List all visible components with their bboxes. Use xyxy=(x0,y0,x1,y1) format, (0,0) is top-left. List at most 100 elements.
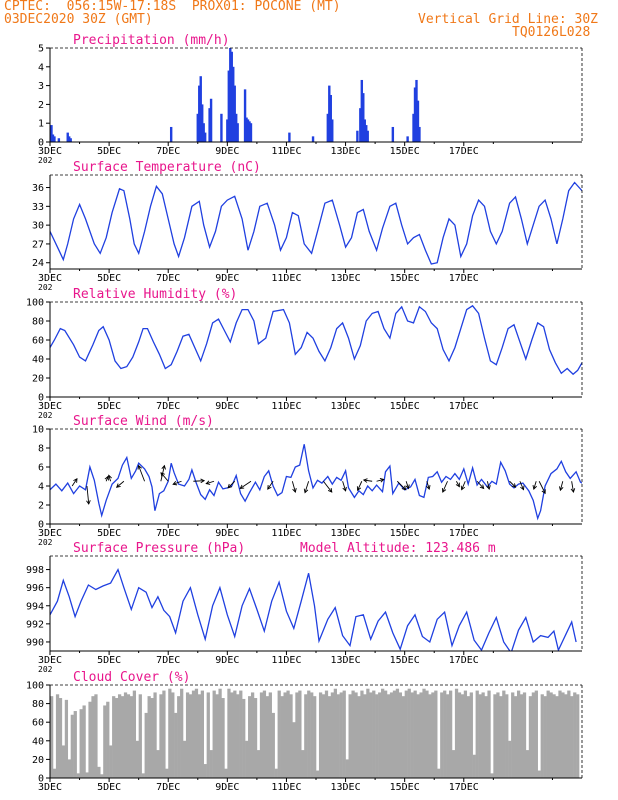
cloud-bar xyxy=(67,759,71,778)
y-tick-label: 24 xyxy=(32,258,44,269)
cloud-bar xyxy=(522,692,527,778)
y-tick-label: 100 xyxy=(26,298,44,309)
wind-arrowhead xyxy=(520,485,525,491)
y-tick-label: 990 xyxy=(26,637,44,648)
cloud-bar xyxy=(466,696,470,778)
y-tick-label: 994 xyxy=(26,601,44,612)
wind-arrowhead xyxy=(267,485,272,490)
wind-arrowhead xyxy=(362,478,368,483)
cloud-bar xyxy=(307,690,311,778)
wind-vector xyxy=(405,481,409,489)
cloud-bar xyxy=(177,696,181,778)
wind-arrowhead xyxy=(541,489,546,495)
y-tick-label: 30 xyxy=(32,221,44,232)
wind-vector xyxy=(193,480,205,482)
precip-bar xyxy=(365,125,368,142)
cloud-bar xyxy=(76,773,80,778)
x-tick-label: 5DEC xyxy=(97,782,121,793)
x-tick-label: 11DEC xyxy=(271,401,301,412)
cloud-bar xyxy=(386,694,391,778)
cloud-bar xyxy=(451,750,456,778)
y-tick-label: 33 xyxy=(32,202,44,213)
wind-vector xyxy=(455,481,460,487)
cloud-bar xyxy=(147,696,151,778)
cloud-bar xyxy=(528,696,533,778)
x-tick-label: 5DEC xyxy=(97,528,121,539)
x-tick-label: 7DEC xyxy=(156,528,180,539)
cloud-bar xyxy=(558,690,562,778)
cloud-bar xyxy=(434,690,438,778)
cloud-bar xyxy=(502,690,506,778)
cloud-bar xyxy=(85,772,89,778)
panel-precip: Precipitation (mm/h) 0 1 2 3 4 5 3DEC 5DEC 7DEC 9D… xyxy=(38,33,583,165)
precip-bar xyxy=(412,113,415,142)
panel-title: Surface Temperature (nC) xyxy=(73,160,261,175)
y-tick-label: 0 xyxy=(38,393,44,404)
x-tick-label: 3DEC xyxy=(38,273,62,284)
cloud-bar xyxy=(304,694,308,778)
cloud-bar xyxy=(336,694,340,778)
x-tick-label: 11DEC xyxy=(271,782,301,793)
cloud-bar xyxy=(446,694,450,778)
wind-arrowhead xyxy=(405,484,410,490)
press-line xyxy=(50,567,577,651)
cloud-bar xyxy=(52,768,57,778)
precip-bar xyxy=(236,123,239,142)
precip-bar xyxy=(198,85,201,142)
cloud-bar xyxy=(410,692,414,778)
wind-arrowhead xyxy=(426,485,431,490)
precip-bar xyxy=(235,113,238,142)
x-tick-label: 3DEC xyxy=(38,782,62,793)
cloud-bar xyxy=(454,688,459,778)
y-tick-label: 60 xyxy=(32,336,44,347)
precip-bar xyxy=(329,95,332,142)
panel-title: Precipitation (mm/h) xyxy=(73,33,230,48)
cloud-bar xyxy=(573,692,577,778)
cloud-bar xyxy=(165,768,169,778)
precip-bar xyxy=(229,48,232,142)
x-tick-label: 5DEC xyxy=(97,146,121,157)
cloud-bar xyxy=(363,694,367,778)
x-tick-label: 17DEC xyxy=(449,655,479,666)
wind-vector xyxy=(519,481,524,490)
precip-bar xyxy=(360,79,364,142)
panel-temp: Surface Temperature (nC) 24 27 30 33 36 3DEC 5D… xyxy=(32,160,583,292)
y-tick-label: 60 xyxy=(32,718,44,729)
wind-vector xyxy=(108,475,112,482)
y-tick-label: 80 xyxy=(32,317,44,328)
header-line-1: CPTEC: 056:15W-17:18S PROX01: POCONE (MT… xyxy=(4,0,341,14)
cloud-bar xyxy=(209,750,213,778)
cloud-bar xyxy=(348,694,352,778)
cloud-bar xyxy=(324,690,329,778)
cloud-bar xyxy=(339,692,343,778)
x-tick-label: 11DEC xyxy=(271,273,301,284)
precip-bar xyxy=(418,126,421,142)
wind-arrowhead xyxy=(292,488,297,493)
cloud-bar xyxy=(505,694,509,778)
cloud-bar xyxy=(561,692,565,778)
cloud-bar xyxy=(115,698,119,778)
wind-arrowhead xyxy=(532,485,537,490)
cloud-bar xyxy=(206,692,210,778)
cloud-bar xyxy=(525,750,530,778)
cloud-bar xyxy=(224,768,228,778)
cloud-bar xyxy=(64,699,69,778)
cloud-bar xyxy=(431,692,435,778)
precip-bar xyxy=(202,123,205,142)
wind-vector xyxy=(461,481,466,490)
cloud-bar xyxy=(567,690,571,778)
wind-arrowhead xyxy=(342,486,347,492)
x-tick-label: 9DEC xyxy=(215,528,239,539)
x-tick-label: 5DEC xyxy=(97,401,121,412)
cloud-bar xyxy=(369,692,373,778)
wind-vector xyxy=(239,480,252,489)
cloud-bar xyxy=(345,759,349,778)
precip-bar xyxy=(199,76,202,142)
x-tick-label: 17DEC xyxy=(449,146,479,157)
panel-rh: Relative Humidity (%) 0 20 40 60 80 100 3DEC 5DE… xyxy=(26,287,583,420)
wind-vector xyxy=(86,485,90,505)
x-year-label: 202 xyxy=(38,538,53,547)
cloud-bar xyxy=(318,692,323,778)
cloud-bar xyxy=(316,770,320,778)
cloud-bar xyxy=(398,692,403,778)
